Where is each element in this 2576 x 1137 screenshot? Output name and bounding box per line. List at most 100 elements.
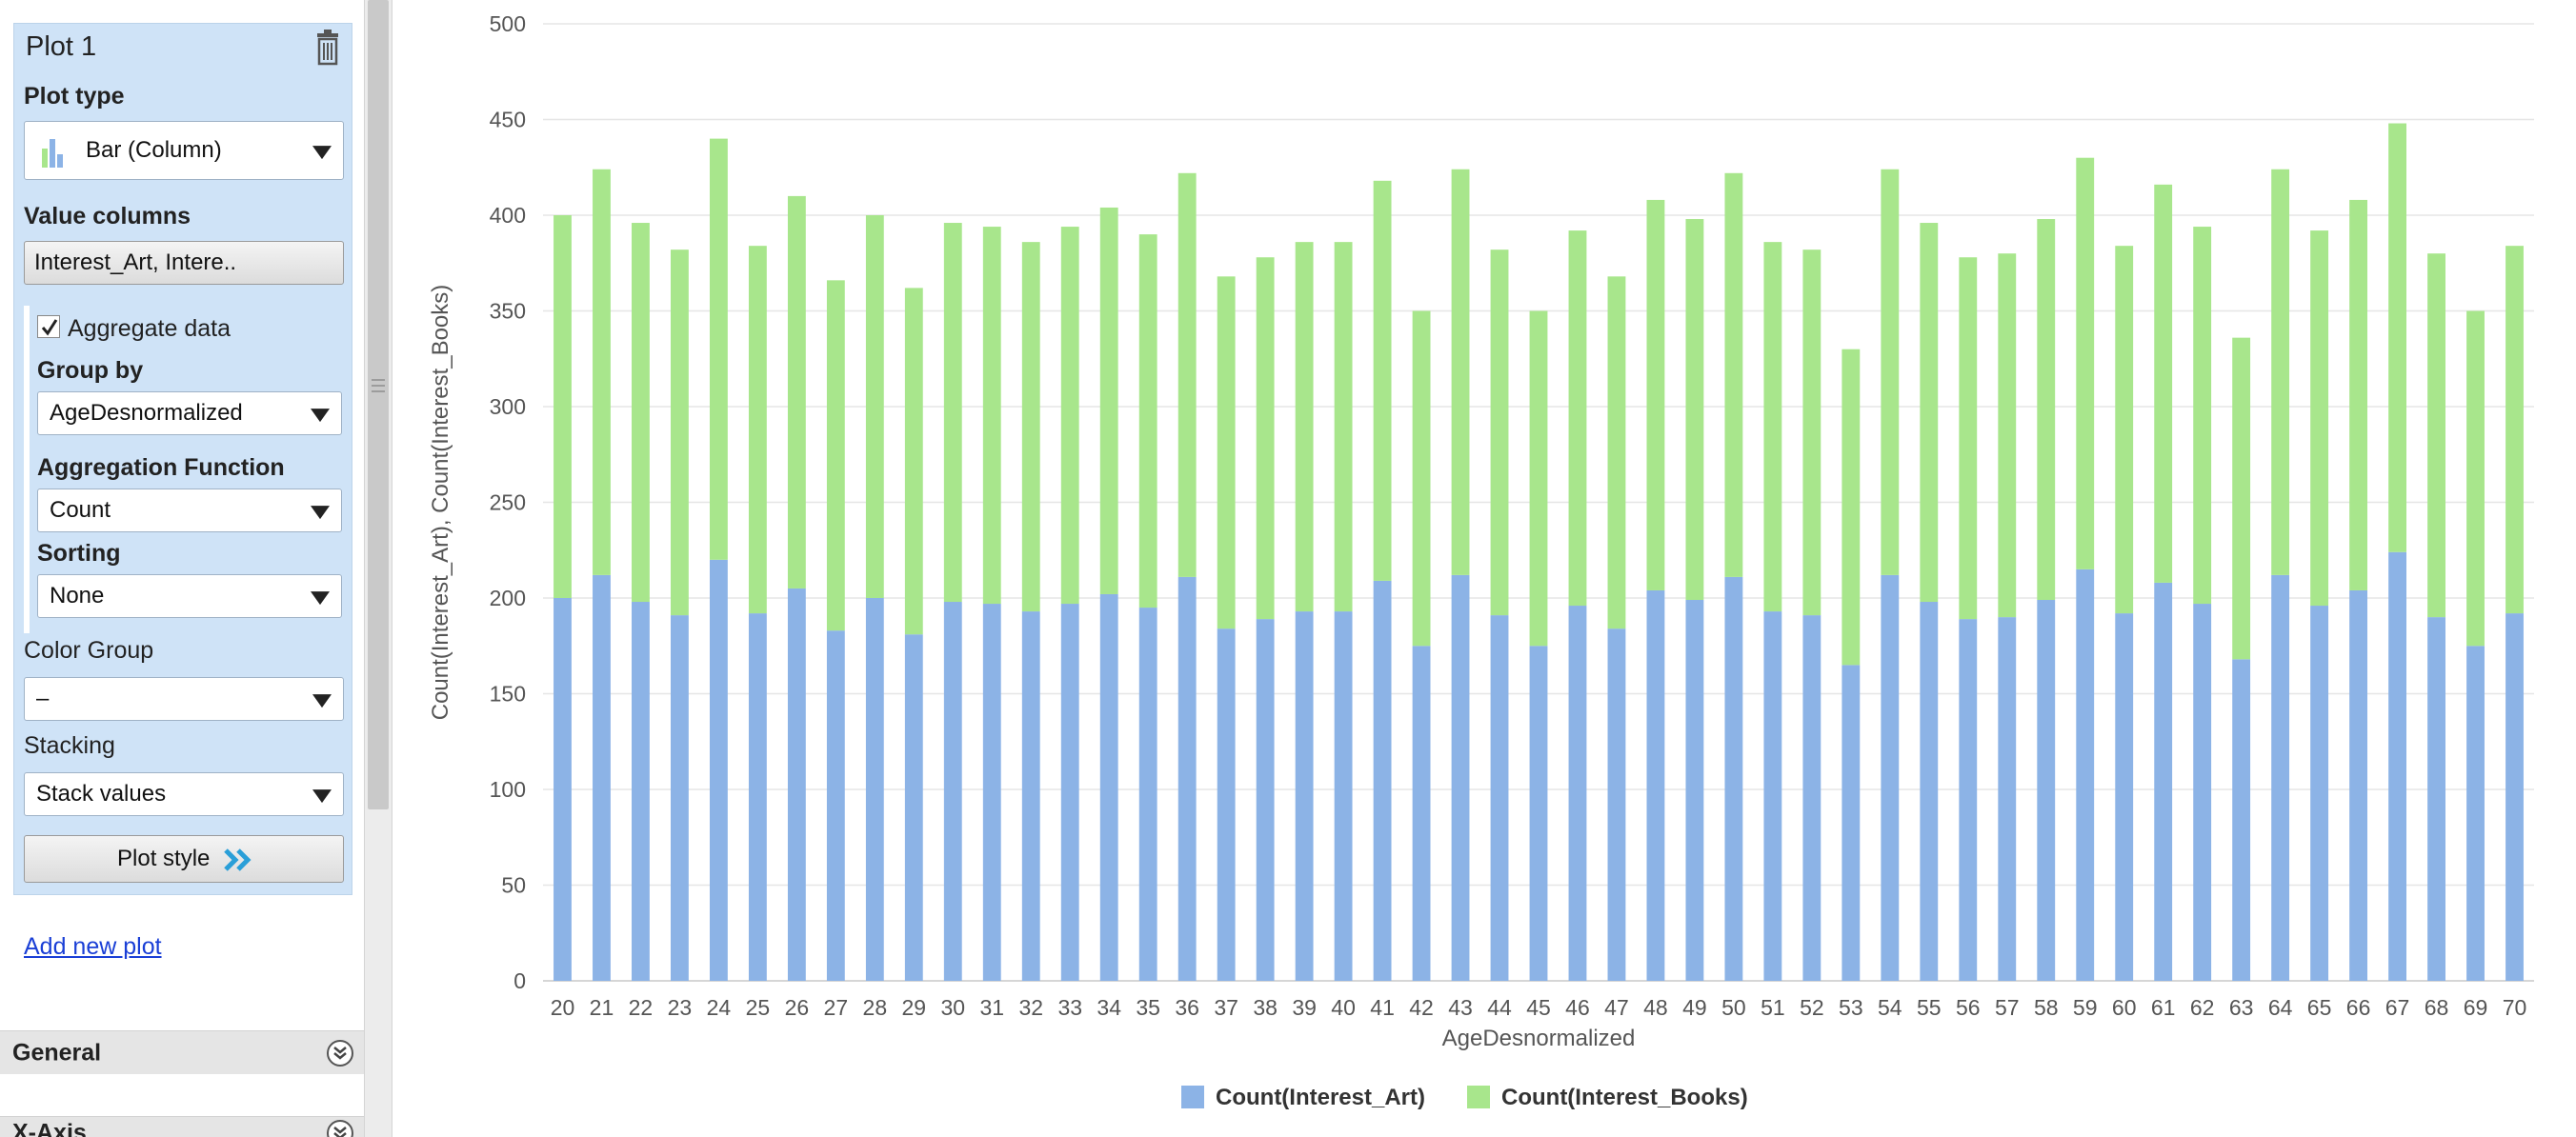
bar-books-20[interactable] bbox=[553, 215, 572, 598]
panel-splitter[interactable] bbox=[364, 0, 392, 1137]
bar-art-61[interactable] bbox=[2154, 582, 2173, 981]
bar-books-53[interactable] bbox=[1841, 349, 1861, 666]
stacking-select[interactable]: Stack values bbox=[24, 772, 344, 816]
bar-books-38[interactable] bbox=[1256, 257, 1275, 620]
bar-art-53[interactable] bbox=[1841, 665, 1861, 981]
bar-art-35[interactable] bbox=[1138, 608, 1157, 981]
bar-art-49[interactable] bbox=[1685, 600, 1704, 981]
bar-books-32[interactable] bbox=[1021, 242, 1040, 612]
bar-art-42[interactable] bbox=[1412, 646, 1431, 981]
bar-books-68[interactable] bbox=[2427, 253, 2445, 618]
bar-books-51[interactable] bbox=[1763, 242, 1782, 612]
bar-books-21[interactable] bbox=[593, 169, 611, 575]
bar-art-62[interactable] bbox=[2193, 604, 2212, 981]
bar-books-52[interactable] bbox=[1802, 249, 1821, 616]
bar-art-38[interactable] bbox=[1256, 619, 1275, 981]
bar-books-60[interactable] bbox=[2115, 246, 2134, 614]
aggregate-checkbox[interactable] bbox=[37, 315, 60, 338]
bar-art-37[interactable] bbox=[1217, 628, 1236, 981]
bar-art-50[interactable] bbox=[1724, 576, 1743, 981]
trash-icon[interactable] bbox=[313, 28, 342, 66]
section-x-axis[interactable]: X-Axis bbox=[0, 1116, 364, 1137]
collapse-toggle-icon[interactable] bbox=[326, 1039, 354, 1067]
bar-books-50[interactable] bbox=[1724, 172, 1743, 577]
bar-art-54[interactable] bbox=[1881, 574, 1900, 981]
bar-books-62[interactable] bbox=[2193, 227, 2212, 605]
bar-books-59[interactable] bbox=[2076, 157, 2095, 569]
bar-books-34[interactable] bbox=[1099, 207, 1118, 594]
bar-books-39[interactable] bbox=[1295, 242, 1314, 612]
bar-art-27[interactable] bbox=[826, 630, 845, 981]
bar-art-43[interactable] bbox=[1451, 574, 1470, 981]
bar-books-58[interactable] bbox=[2037, 219, 2056, 601]
bar-art-48[interactable] bbox=[1646, 589, 1665, 981]
bar-art-51[interactable] bbox=[1763, 611, 1782, 981]
bar-art-34[interactable] bbox=[1099, 593, 1118, 981]
group-by-select[interactable]: AgeDesnormalized bbox=[37, 391, 342, 435]
bar-art-40[interactable] bbox=[1334, 611, 1353, 981]
bar-books-23[interactable] bbox=[671, 249, 689, 616]
bar-art-39[interactable] bbox=[1295, 611, 1314, 981]
bar-books-31[interactable] bbox=[982, 227, 1001, 605]
bar-art-21[interactable] bbox=[593, 574, 611, 981]
bar-art-32[interactable] bbox=[1021, 611, 1040, 981]
bar-books-26[interactable] bbox=[787, 195, 806, 588]
bar-books-44[interactable] bbox=[1490, 249, 1509, 616]
bar-books-40[interactable] bbox=[1334, 242, 1353, 612]
bar-books-56[interactable] bbox=[1959, 257, 1978, 620]
sorting-select[interactable]: None bbox=[37, 574, 342, 618]
bar-art-56[interactable] bbox=[1959, 619, 1978, 981]
scrollbar-thumb[interactable] bbox=[368, 0, 389, 809]
bar-books-61[interactable] bbox=[2154, 184, 2173, 583]
bar-books-55[interactable] bbox=[1920, 223, 1939, 603]
bar-art-70[interactable] bbox=[2506, 613, 2524, 981]
bar-art-68[interactable] bbox=[2427, 617, 2445, 981]
bar-books-36[interactable] bbox=[1177, 172, 1197, 577]
bar-books-41[interactable] bbox=[1373, 180, 1392, 581]
bar-books-24[interactable] bbox=[709, 138, 728, 560]
bar-books-45[interactable] bbox=[1529, 310, 1548, 647]
color-group-select[interactable]: – bbox=[24, 677, 344, 721]
bar-books-64[interactable] bbox=[2271, 169, 2290, 575]
value-columns-button[interactable]: Interest_Art, Intere.. bbox=[24, 241, 344, 285]
bar-art-23[interactable] bbox=[671, 615, 689, 981]
bar-art-22[interactable] bbox=[632, 602, 650, 981]
bar-books-35[interactable] bbox=[1138, 234, 1157, 608]
bar-books-63[interactable] bbox=[2232, 337, 2251, 660]
agg-function-select[interactable]: Count bbox=[37, 489, 342, 532]
bar-art-46[interactable] bbox=[1568, 606, 1587, 981]
bar-art-59[interactable] bbox=[2076, 568, 2095, 981]
bar-books-65[interactable] bbox=[2310, 230, 2329, 607]
bar-art-67[interactable] bbox=[2388, 551, 2406, 981]
bar-art-29[interactable] bbox=[904, 634, 923, 981]
bar-books-57[interactable] bbox=[1998, 253, 2017, 618]
bar-art-26[interactable] bbox=[787, 588, 806, 981]
bar-art-58[interactable] bbox=[2037, 600, 2056, 981]
bar-art-55[interactable] bbox=[1920, 602, 1939, 981]
legend-entry[interactable]: Count(Interest_Art) bbox=[1216, 1085, 1425, 1110]
bar-books-22[interactable] bbox=[632, 223, 650, 603]
bar-art-60[interactable] bbox=[2115, 613, 2134, 981]
bar-books-43[interactable] bbox=[1451, 169, 1470, 575]
bar-books-29[interactable] bbox=[904, 288, 923, 635]
bar-art-63[interactable] bbox=[2232, 659, 2251, 981]
bar-art-65[interactable] bbox=[2310, 606, 2329, 981]
bar-art-20[interactable] bbox=[553, 598, 572, 981]
bar-art-66[interactable] bbox=[2349, 589, 2368, 981]
bar-books-33[interactable] bbox=[1060, 227, 1079, 605]
bar-art-33[interactable] bbox=[1060, 604, 1079, 981]
bar-books-54[interactable] bbox=[1881, 169, 1900, 575]
bar-books-48[interactable] bbox=[1646, 199, 1665, 590]
bar-art-45[interactable] bbox=[1529, 646, 1548, 981]
bar-art-28[interactable] bbox=[865, 598, 884, 981]
bar-books-69[interactable] bbox=[2466, 310, 2485, 647]
bar-books-28[interactable] bbox=[865, 215, 884, 598]
bar-books-30[interactable] bbox=[943, 223, 962, 603]
bar-books-25[interactable] bbox=[748, 246, 767, 614]
bar-art-44[interactable] bbox=[1490, 615, 1509, 981]
bar-art-25[interactable] bbox=[748, 613, 767, 981]
bar-books-66[interactable] bbox=[2349, 199, 2368, 590]
plot-type-select[interactable]: Bar (Column) bbox=[24, 121, 344, 180]
bar-art-30[interactable] bbox=[943, 602, 962, 981]
bar-art-24[interactable] bbox=[709, 559, 728, 981]
